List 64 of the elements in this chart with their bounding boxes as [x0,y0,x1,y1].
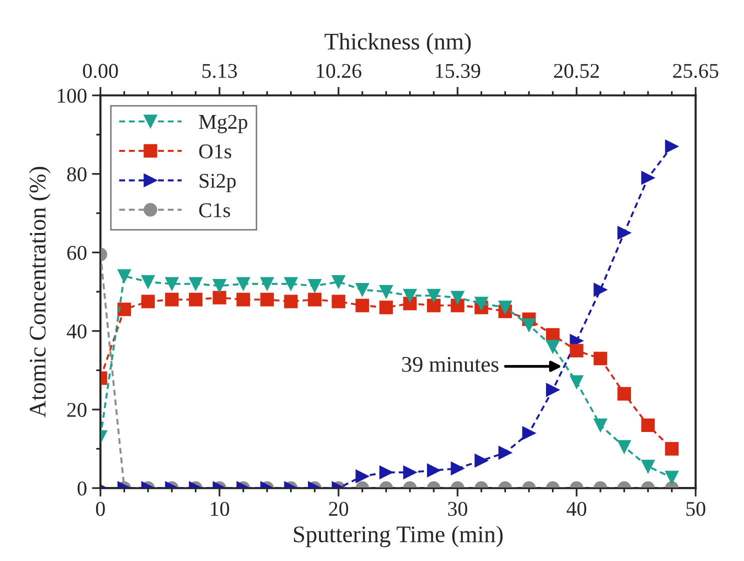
x-tick-label: 40 [566,502,586,516]
point [117,269,132,283]
annotation: 39 minutes [402,356,498,372]
y-tick-label: 60 [67,246,86,260]
point [594,352,608,366]
y-axis-title: Atomic Concentration (%) [29,166,50,418]
point [356,298,370,312]
x-tick-label: 20 [329,502,348,516]
x2-tick-label: 25.65 [673,64,718,78]
x-tick-label: 30 [448,502,468,516]
point [498,300,512,314]
x-tick-label: 50 [686,502,706,516]
point [403,296,417,310]
point [141,294,155,308]
point [570,344,584,358]
x2-tick-label: 20.52 [554,64,599,78]
legend-label: Si2p [200,174,236,192]
y-tick-label: 0 [78,481,86,496]
legend-label: Mg2p [198,114,248,134]
point [141,275,155,289]
point [212,290,226,304]
x-tick-label: 0 [96,502,105,516]
x-tick-label: 10 [210,502,230,516]
legend-label: O1s [199,144,232,158]
point [546,340,560,354]
point [236,277,250,291]
point [570,375,584,389]
x2-tick-label: 15.39 [436,64,480,78]
x2-tick-label: 0.00 [83,64,118,78]
point [356,282,370,297]
point [117,302,132,316]
point [450,290,464,304]
point [284,294,298,308]
point [332,294,346,308]
point [284,277,298,291]
point [165,277,179,291]
x-axis-title: Sputtering Time (min) [294,526,503,548]
y-tick-label: 80 [67,167,86,182]
point [236,292,250,306]
point [379,300,393,314]
point [188,292,202,306]
point [212,279,226,293]
point [379,284,393,298]
point [308,292,322,306]
y-tick-label: 40 [66,324,86,338]
x2-tick-label: 10.26 [316,64,362,78]
point [165,292,179,306]
point [617,226,631,240]
y-tick-label: 100 [58,88,86,103]
point [188,277,202,291]
point [594,282,608,297]
point [426,298,441,312]
legend-label: C1s [199,203,230,218]
point [403,288,417,302]
point [522,318,536,332]
point [426,288,441,302]
point [308,279,322,293]
point [332,275,346,289]
point [260,277,274,291]
y-tick-label: 20 [67,402,86,417]
x2-tick-label: 5.13 [202,64,237,78]
x2-axis-title: Thickness (nm) [324,33,471,54]
point [260,292,274,306]
point [474,296,488,310]
